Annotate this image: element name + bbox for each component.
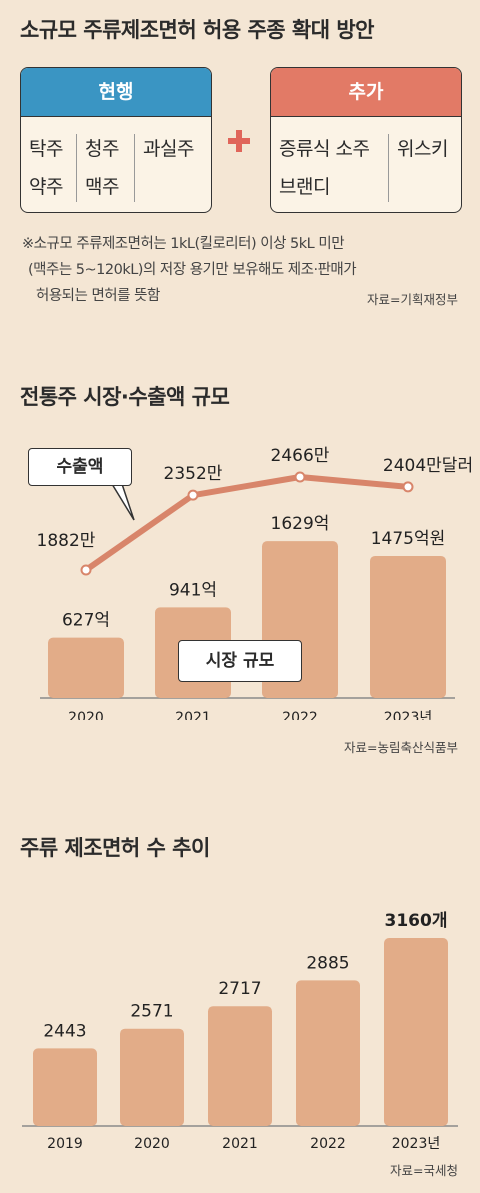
added-item: 위스키 — [397, 138, 448, 160]
note-line: (맥주는 5~120kL)의 저장 용기만 보유해도 제조·판매가 — [28, 262, 357, 278]
license-bar — [384, 938, 448, 1126]
x-tick-label: 2021 — [175, 710, 211, 720]
market-bar-label: 1629억 — [271, 514, 330, 534]
license-bar-label: 2885 — [306, 953, 349, 973]
market-bar — [48, 637, 124, 698]
license-chart: 2443 2571 2717 2885 3160개 2019 2020 2021 2022 20… — [22, 911, 458, 1152]
export-point — [187, 489, 199, 501]
current-header: 현행 — [21, 68, 211, 117]
license-bar — [208, 1006, 272, 1126]
market-bar-label: 1475억원 — [371, 529, 446, 549]
x-tick-label: 2020 — [68, 710, 104, 720]
plus-icon — [228, 130, 250, 152]
added-item: 증류식 소주 — [279, 138, 370, 160]
source: 자료=기획재정부 — [367, 292, 458, 307]
export-line — [83, 474, 411, 573]
section1-title: 소규모 주류제조면허 허용 주종 확대 방안 — [20, 18, 375, 42]
current-item: 탁주 — [29, 138, 63, 160]
market-bar — [370, 555, 446, 698]
x-tick-label: 2022 — [282, 710, 318, 720]
market-bar-label: 627억 — [62, 611, 110, 631]
market-bar-label: 941억 — [169, 580, 217, 600]
section3-title: 주류 제조면허 수 추이 — [20, 836, 210, 860]
current-item: 청주 — [85, 138, 119, 160]
source: 자료=농림축산식품부 — [344, 740, 458, 755]
section2-title: 전통주 시장·수출액 규모 — [20, 385, 230, 409]
export-callout: 수출액 — [28, 448, 132, 486]
x-tick-label: 2023년 — [392, 1136, 441, 1152]
market-callout: 시장 규모 — [178, 640, 302, 682]
note-line: 허용되는 면허를 뜻함 — [36, 288, 160, 304]
license-bar — [296, 980, 360, 1126]
current-box: 현행 탁주 약주 청주 맥주 과실주 — [20, 67, 212, 213]
export-point — [294, 471, 306, 483]
added-item: 브랜디 — [279, 176, 330, 198]
x-tick-label: 2022 — [310, 1136, 346, 1152]
note-line: ※소규모 주류제조면허는 1kL(킬로리터) 이상 5kL 미만 — [22, 236, 345, 252]
current-item: 약주 — [29, 176, 63, 198]
license-bar-label: 2717 — [218, 979, 261, 999]
export-point — [402, 481, 414, 493]
current-item: 과실주 — [143, 138, 194, 160]
license-bar-label: 2571 — [130, 1002, 173, 1022]
export-point-label: 2404만달러 — [383, 456, 473, 476]
license-bar-label: 3160개 — [385, 911, 448, 931]
callout-pointer — [110, 483, 135, 521]
export-point-label: 2352만 — [164, 464, 223, 484]
x-tick-label: 2020 — [134, 1136, 170, 1152]
x-tick-label: 2019 — [47, 1136, 83, 1152]
added-header: 추가 — [271, 68, 461, 117]
export-point-label: 1882만 — [37, 531, 96, 551]
added-box: 추가 증류식 소주 브랜디 위스키 — [270, 67, 462, 213]
license-bar — [33, 1048, 97, 1126]
license-bar-label: 2443 — [43, 1021, 86, 1041]
current-item: 맥주 — [85, 176, 119, 198]
x-tick-label: 2023년 — [384, 710, 433, 720]
x-tick-label: 2021 — [222, 1136, 258, 1152]
export-point — [80, 564, 92, 576]
license-bar — [120, 1028, 184, 1126]
source: 자료=국세청 — [390, 1163, 458, 1178]
export-point-label: 2466만 — [271, 446, 330, 466]
